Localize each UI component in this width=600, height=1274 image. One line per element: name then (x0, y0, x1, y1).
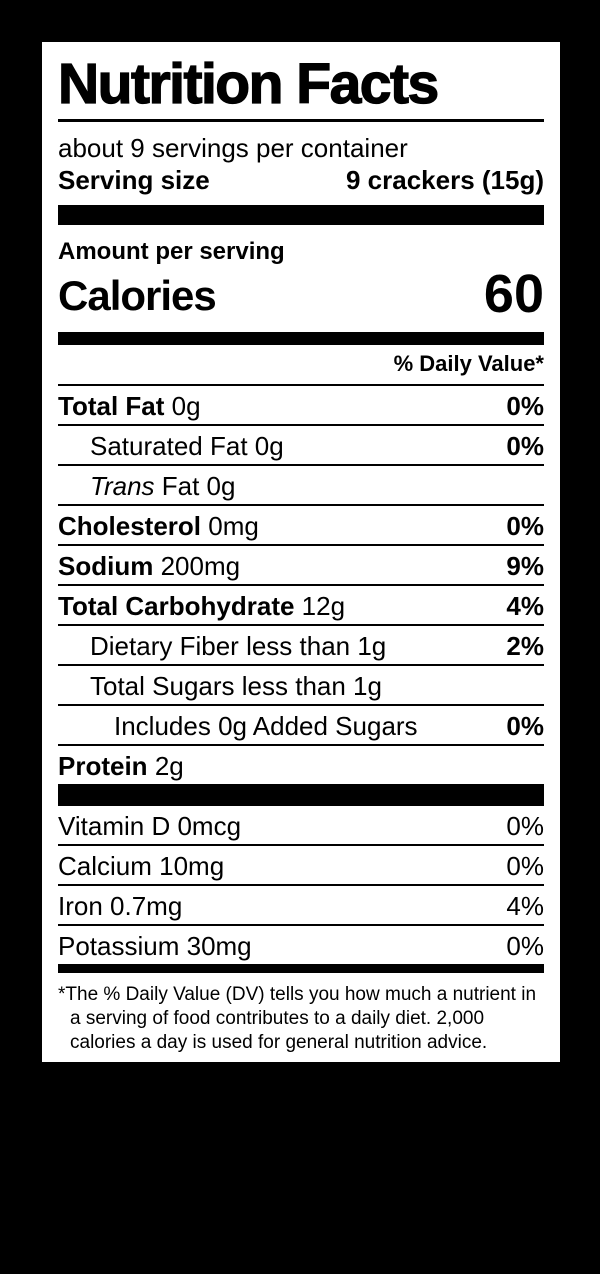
nutrient-dv: 0% (506, 711, 544, 741)
nutrient-amount: 0g (171, 391, 201, 421)
divider-thick-vitamins (58, 784, 544, 806)
micronutrient-row-potassium: Potassium 30mg 0% (58, 926, 544, 964)
nutrient-amount: 0mg (208, 511, 259, 541)
nutrient-dv: 9% (506, 551, 544, 581)
micronutrient-row-iron: Iron 0.7mg 4% (58, 886, 544, 926)
nutrient-dv: 2% (506, 631, 544, 661)
nutrient-name: Total Sugars (90, 671, 235, 701)
nutrient-name: Total Carbohydrate (58, 591, 295, 621)
daily-value-header: % Daily Value* (58, 351, 544, 386)
nutrient-amount: 0g (254, 431, 284, 461)
nutrient-amount: 12g (301, 591, 346, 621)
nutrient-name: Protein (58, 751, 148, 781)
servings-per-container: about 9 servings per container (58, 133, 408, 163)
nutrient-name: Saturated Fat (90, 431, 248, 461)
micronutrient-dv: 0% (506, 851, 544, 881)
nutrient-dv: 0% (506, 511, 544, 541)
serving-size-row: Serving size 9 crackers (15g) (58, 164, 544, 196)
nutrient-row-total-sugars: Total Sugars less than 1g (58, 666, 544, 706)
amount-per-serving-label: Amount per serving (58, 238, 285, 265)
nutrient-name: Sodium (58, 551, 154, 581)
micronutrient-name: Vitamin D 0mcg (58, 811, 242, 841)
label-title: Nutrition Facts (57, 52, 439, 116)
micronutrient-row-vitamin-d: Vitamin D 0mcg 0% (58, 806, 544, 846)
nutrient-dv: 0% (506, 391, 544, 421)
nutrient-amount: less than 1g (246, 631, 387, 661)
nutrition-facts-label: Nutrition Facts about 9 servings per con… (42, 42, 560, 1062)
daily-value-footnote: *The % Daily Value (DV) tells you how mu… (58, 984, 537, 1053)
title-rule (58, 119, 544, 122)
nutrient-row-protein: Protein 2g (58, 746, 544, 784)
divider-medium-calories (58, 332, 544, 345)
micronutrient-dv: 4% (506, 891, 544, 921)
micronutrient-row-calcium: Calcium 10mg 0% (58, 846, 544, 886)
nutrient-name: Trans (90, 471, 155, 501)
nutrient-row-sodium: Sodium 200mg 9% (58, 546, 544, 586)
micronutrient-name: Potassium 30mg (58, 931, 252, 961)
serving-size-value: 9 crackers (15g) (345, 165, 544, 195)
nutrient-name: Dietary Fiber (90, 631, 239, 661)
micronutrient-name: Calcium 10mg (58, 851, 225, 881)
nutrient-amount: 200mg (160, 551, 241, 581)
nutrient-row-total-fat: Total Fat 0g 0% (58, 386, 544, 426)
nutrient-amount: Fat 0g (161, 471, 236, 501)
nutrient-dv: 4% (506, 591, 544, 621)
nutrient-row-added-sugars: Includes 0g Added Sugars 0% (58, 706, 544, 746)
nutrient-row-saturated-fat: Saturated Fat 0g 0% (58, 426, 544, 466)
calories-row: Calories 60 (58, 264, 544, 324)
nutrient-name: Cholesterol (58, 511, 202, 541)
nutrient-row-cholesterol: Cholesterol 0mg 0% (58, 506, 544, 546)
micronutrient-name: Iron 0.7mg (58, 891, 183, 921)
divider-thick-top (58, 205, 544, 225)
nutrient-dv: 0% (506, 431, 544, 461)
nutrient-row-dietary-fiber: Dietary Fiber less than 1g 2% (58, 626, 544, 666)
serving-size-label: Serving size (58, 165, 210, 195)
nutrient-row-total-carbohydrate: Total Carbohydrate 12g 4% (58, 586, 544, 626)
nutrient-name: Includes 0g Added Sugars (114, 711, 418, 741)
micronutrient-dv: 0% (506, 811, 544, 841)
nutrient-amount: less than 1g (241, 671, 382, 701)
nutrient-row-trans-fat: Trans Fat 0g (58, 466, 544, 506)
divider-medium-footnote (58, 964, 544, 973)
nutrient-amount: 2g (154, 751, 184, 781)
nutrient-name: Total Fat (58, 391, 165, 421)
micronutrient-dv: 0% (506, 931, 544, 961)
calories-label: Calories (58, 272, 217, 319)
calories-value: 60 (483, 264, 544, 324)
